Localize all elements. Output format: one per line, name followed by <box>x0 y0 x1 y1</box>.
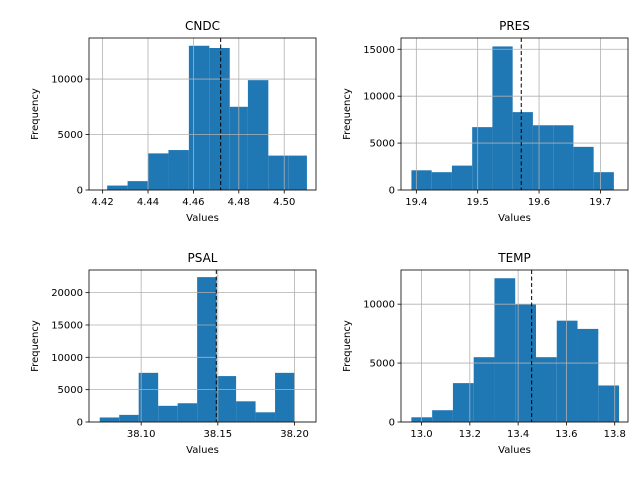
bar-cndc-3 <box>168 150 189 190</box>
xtick-label-cndc-0: 4.42 <box>91 197 113 208</box>
bar-cndc-7 <box>247 80 269 190</box>
bar-pres-3 <box>472 127 493 190</box>
bar-pres-2 <box>451 165 473 190</box>
ytick-label-temp-2: 10000 <box>363 300 395 311</box>
ytick-label-temp-0: 0 <box>389 418 395 429</box>
bar-psal-4 <box>177 403 198 422</box>
bar-psal-6 <box>216 376 237 422</box>
subplot-temp: 13.0 13.2 13.4 13.6 13.8 0 5000 10000 TEMP Values… <box>342 251 629 456</box>
xtick-label-pres-3: 19.7 <box>589 197 611 208</box>
bar-temp-8 <box>577 328 599 422</box>
bar-pres-9 <box>593 172 614 190</box>
ytick-label-psal-4: 20000 <box>51 288 83 299</box>
bar-temp-9 <box>598 385 620 422</box>
subplot-psal: 38.10 38.15 38.20 0 5000 10000 15000 20000 PSAL V… <box>30 251 317 456</box>
axes-frame-cndc <box>88 37 317 191</box>
bar-psal-7 <box>236 401 256 422</box>
bar-pres-1 <box>431 172 452 190</box>
xtick-label-cndc-1: 4.44 <box>137 197 159 208</box>
xtick-label-cndc-3: 4.48 <box>228 197 250 208</box>
subplot-pres: 19.4 19.5 19.6 19.7 0 5000 10000 15000 PRES Value… <box>342 19 629 224</box>
xaxis-label-pres: Values <box>498 213 531 224</box>
ytick-label-pres-0: 0 <box>389 186 395 197</box>
ytick-label-psal-1: 5000 <box>58 385 83 396</box>
xtick-label-psal-2: 38.20 <box>280 429 309 440</box>
axes-frame-temp <box>400 269 629 423</box>
bar-cndc-1 <box>127 181 149 190</box>
xtick-label-cndc-4: 4.50 <box>273 197 295 208</box>
xtick-label-temp-1: 13.2 <box>459 429 481 440</box>
bar-temp-4 <box>494 278 516 422</box>
chart-title-cndc: CNDC <box>185 19 220 33</box>
bar-psal-0 <box>99 417 120 422</box>
bar-psal-3 <box>158 405 178 422</box>
bar-cndc-9 <box>288 155 307 190</box>
xtick-label-temp-3: 13.6 <box>555 429 577 440</box>
xtick-label-pres-0: 19.4 <box>405 197 427 208</box>
bar-psal-8 <box>255 412 276 422</box>
yaxis-label-temp: Frequency <box>342 320 353 372</box>
bar-psal-2 <box>138 372 159 422</box>
ytick-label-psal-2: 10000 <box>51 353 83 364</box>
xtick-label-pres-2: 19.6 <box>528 197 550 208</box>
xtick-label-cndc-2: 4.46 <box>182 197 204 208</box>
xtick-label-pres-1: 19.5 <box>467 197 489 208</box>
yaxis-label-pres: Frequency <box>342 88 353 140</box>
xtick-label-temp-0: 13.0 <box>410 429 432 440</box>
bar-cndc-0 <box>107 185 128 190</box>
bar-temp-6 <box>535 357 557 422</box>
axes-frame-psal <box>88 269 317 423</box>
xaxis-label-psal: Values <box>186 445 219 456</box>
ytick-label-pres-1: 5000 <box>370 139 395 150</box>
bar-cndc-4 <box>188 45 210 191</box>
bar-cndc-5 <box>209 47 230 191</box>
bar-cndc-2 <box>148 153 169 190</box>
bar-psal-1 <box>119 414 139 422</box>
ytick-label-cndc-2: 10000 <box>51 75 83 86</box>
xaxis-label-temp: Values <box>498 445 531 456</box>
xtick-label-temp-2: 13.4 <box>507 429 529 440</box>
bar-temp-2 <box>452 383 474 422</box>
yaxis-label-psal: Frequency <box>30 320 41 372</box>
ytick-label-cndc-1: 5000 <box>58 130 83 141</box>
bar-psal-9 <box>275 372 295 422</box>
subplot-cndc: 4.42 4.44 4.46 4.48 4.50 0 5000 10000 CNDC Values… <box>30 19 317 224</box>
bar-psal-5 <box>197 277 217 422</box>
chart-title-temp: TEMP <box>497 251 531 265</box>
axes-frame-pres <box>400 37 629 191</box>
yaxis-label-cndc: Frequency <box>30 88 41 140</box>
ytick-label-cndc-0: 0 <box>77 186 83 197</box>
bar-pres-0 <box>411 170 432 190</box>
ytick-label-temp-1: 5000 <box>370 359 395 370</box>
xtick-label-psal-1: 38.15 <box>204 429 233 440</box>
xtick-label-psal-0: 38.10 <box>127 429 156 440</box>
chart-title-pres: PRES <box>499 19 530 33</box>
bar-pres-6 <box>532 125 554 190</box>
bar-pres-4 <box>492 46 513 190</box>
bar-temp-7 <box>556 320 578 422</box>
xaxis-label-cndc: Values <box>186 213 219 224</box>
chart-title-psal: PSAL <box>188 251 218 265</box>
bar-temp-1 <box>432 410 453 422</box>
bar-pres-5 <box>512 112 533 190</box>
bar-pres-7 <box>553 125 574 190</box>
bar-temp-3 <box>473 357 495 422</box>
ytick-label-psal-0: 0 <box>77 418 83 429</box>
ytick-label-pres-2: 10000 <box>363 92 395 103</box>
ytick-label-psal-3: 15000 <box>51 320 83 331</box>
bar-pres-8 <box>573 146 594 190</box>
bar-cndc-8 <box>268 155 289 190</box>
xtick-label-temp-4: 13.8 <box>604 429 626 440</box>
ytick-label-pres-3: 15000 <box>363 45 395 56</box>
